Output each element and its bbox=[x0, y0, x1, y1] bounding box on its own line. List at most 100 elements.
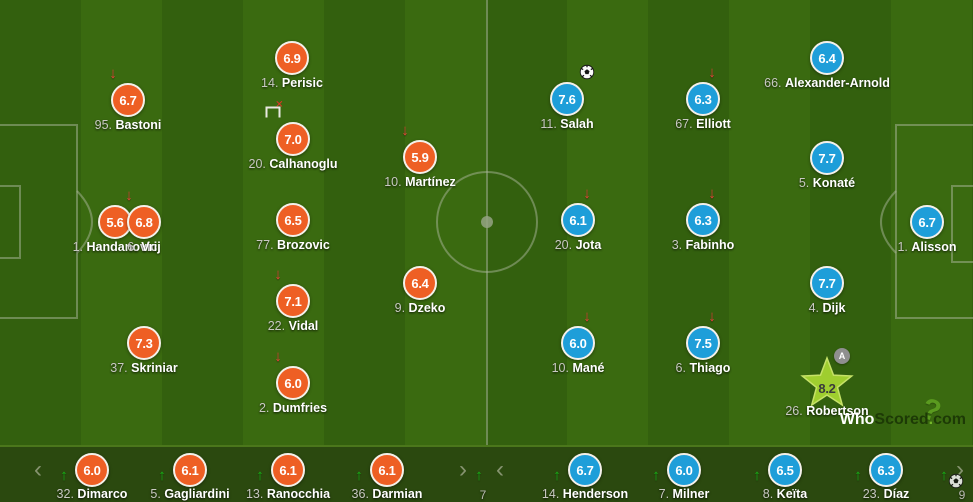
player-name: Vidal bbox=[288, 319, 319, 333]
logo-who: Who bbox=[839, 411, 875, 428]
player-number: 67. bbox=[675, 117, 693, 131]
player-number: 6. bbox=[127, 240, 138, 254]
rating-up-arrow-icon: ↑ bbox=[753, 467, 761, 484]
player-name: Henderson bbox=[562, 487, 629, 501]
player-name: Martínez bbox=[405, 175, 456, 189]
player-label: 32. Dimarco bbox=[57, 487, 128, 501]
player-name: Alexander-Arnold bbox=[784, 76, 890, 90]
player-rating-badge: 6.7 bbox=[568, 453, 602, 487]
player-rating-badge: 6.3 bbox=[686, 203, 720, 237]
player-rating-badge: 6.1 bbox=[370, 453, 404, 487]
rating-down-arrow-icon: ↓ bbox=[274, 348, 282, 365]
player-label: 8. Keïta bbox=[763, 487, 808, 501]
bench-scroll-right-chevron-icon[interactable]: › bbox=[956, 456, 964, 483]
substitutes-bar bbox=[0, 445, 973, 502]
rating-down-arrow-icon: ↓ bbox=[109, 65, 117, 82]
player-rating: 6.3 bbox=[694, 91, 712, 107]
player-rating: 6.0 bbox=[675, 462, 693, 478]
bench-scroll-right-chevron-icon[interactable]: › bbox=[459, 456, 467, 483]
rating-down-arrow-icon: ↓ bbox=[125, 187, 133, 204]
player-number: 5. bbox=[798, 176, 810, 190]
player-name: Milner bbox=[672, 487, 710, 501]
player-name: Handanovic bbox=[86, 240, 158, 254]
player-number: 1. bbox=[897, 240, 908, 254]
player-rating: 6.1 bbox=[279, 462, 297, 478]
player-label: 22. Vidal bbox=[268, 319, 319, 333]
rating-down-arrow-icon: ↓ bbox=[708, 64, 716, 81]
player-rating-badge: 6.1 bbox=[271, 453, 305, 487]
player-label: 7. Milner bbox=[659, 487, 710, 501]
rating-down-arrow-icon: ↓ bbox=[401, 122, 409, 139]
player-number: 23. bbox=[862, 487, 881, 501]
rating-down-arrow-icon: ↓ bbox=[583, 185, 591, 202]
player-rating-badge: 7.0 bbox=[276, 122, 310, 156]
player-rating-badge: 6.1 bbox=[173, 453, 207, 487]
player-number: 14. bbox=[261, 76, 279, 90]
player-label: 5. Konaté bbox=[799, 176, 855, 190]
player-name: Dumfries bbox=[272, 401, 328, 415]
rating-down-arrow-icon: ↓ bbox=[708, 185, 716, 202]
rating-up-arrow-icon: ↑ bbox=[652, 467, 660, 484]
player-rating: 6.9 bbox=[283, 50, 301, 66]
player-number: 3. bbox=[671, 238, 683, 252]
player-rating: 7.1 bbox=[284, 293, 302, 309]
player-name: Vrij bbox=[141, 240, 161, 254]
player-label: 77. Brozovic bbox=[256, 238, 330, 252]
player-name: Dimarco bbox=[77, 487, 128, 501]
player-number: 10. bbox=[384, 175, 402, 189]
player-number: 66. bbox=[764, 76, 782, 90]
logo-scored: Scored bbox=[874, 411, 929, 428]
player-label: 3. Fabinho bbox=[672, 238, 735, 252]
player-rating-badge: 6.1 bbox=[561, 203, 595, 237]
rating-down-arrow-icon: ↓ bbox=[274, 266, 282, 283]
player-rating: 7.6 bbox=[558, 91, 576, 107]
player-number: 1. bbox=[72, 240, 84, 254]
player-name: Salah bbox=[560, 117, 594, 131]
player-rating: 7.7 bbox=[818, 275, 836, 291]
player-label: 26. Robertson bbox=[785, 404, 868, 418]
player-label: 14. Henderson bbox=[542, 487, 628, 501]
player-label: 11. Salah bbox=[540, 117, 593, 131]
hit-woodwork-icon: ✕ bbox=[265, 100, 284, 118]
logo-dot: . bbox=[928, 411, 934, 428]
player-number: 2. bbox=[258, 401, 270, 415]
player-label: 20. Jota bbox=[555, 238, 602, 252]
player-name: Dzeko bbox=[408, 301, 446, 315]
player-name: Mané bbox=[572, 361, 605, 375]
player-rating: 8.2 bbox=[818, 381, 836, 396]
player-rating: 6.0 bbox=[83, 462, 101, 478]
player-rating: 7.0 bbox=[284, 131, 302, 147]
rating-up-arrow-icon: ↑ bbox=[158, 467, 166, 484]
player-rating-badge: 7.7 bbox=[810, 266, 844, 300]
player-number: 10. bbox=[551, 361, 569, 375]
player-name: Calhanoglu bbox=[269, 157, 338, 171]
bench-scroll-left-chevron-icon[interactable]: ‹ bbox=[496, 456, 504, 483]
player-rating-badge: 6.0 bbox=[276, 366, 310, 400]
player-rating-badge: 6.0 bbox=[561, 326, 595, 360]
player-number: 22. bbox=[267, 319, 286, 333]
player-label: 1. Handanovic bbox=[73, 240, 158, 254]
player-rating-badge: 7.1 bbox=[276, 284, 310, 318]
player-label: 5. Gagliardini bbox=[150, 487, 229, 501]
player-rating-badge: 6.3 bbox=[686, 82, 720, 116]
player-rating: 7.3 bbox=[135, 335, 153, 351]
player-rating-badge: 6.8 bbox=[127, 205, 161, 239]
player-number: 4. bbox=[808, 301, 820, 315]
assist-badge: A bbox=[834, 348, 850, 364]
player-number: 20. bbox=[248, 157, 266, 171]
player-number: 6. bbox=[675, 361, 686, 375]
player-rating: 6.4 bbox=[818, 50, 836, 66]
player-rating-badge: 6.0 bbox=[667, 453, 701, 487]
bench-scroll-left-chevron-icon[interactable]: ‹ bbox=[34, 456, 42, 483]
player-label: 2. Dumfries bbox=[259, 401, 327, 415]
logo-com: com bbox=[933, 411, 966, 428]
rating-up-arrow-icon: ↑ bbox=[355, 467, 363, 484]
player-rating: 6.4 bbox=[411, 275, 429, 291]
player-name: Elliott bbox=[696, 117, 731, 131]
player-rating-badge: 6.3 bbox=[869, 453, 903, 487]
player-rating-badge: 6.4 bbox=[403, 266, 437, 300]
player-name: Alisson bbox=[911, 240, 957, 254]
player-name: Dijk bbox=[822, 301, 846, 315]
partial-sub-number: 9 bbox=[958, 488, 966, 502]
rating-up-arrow-icon: ↑ bbox=[60, 467, 68, 484]
